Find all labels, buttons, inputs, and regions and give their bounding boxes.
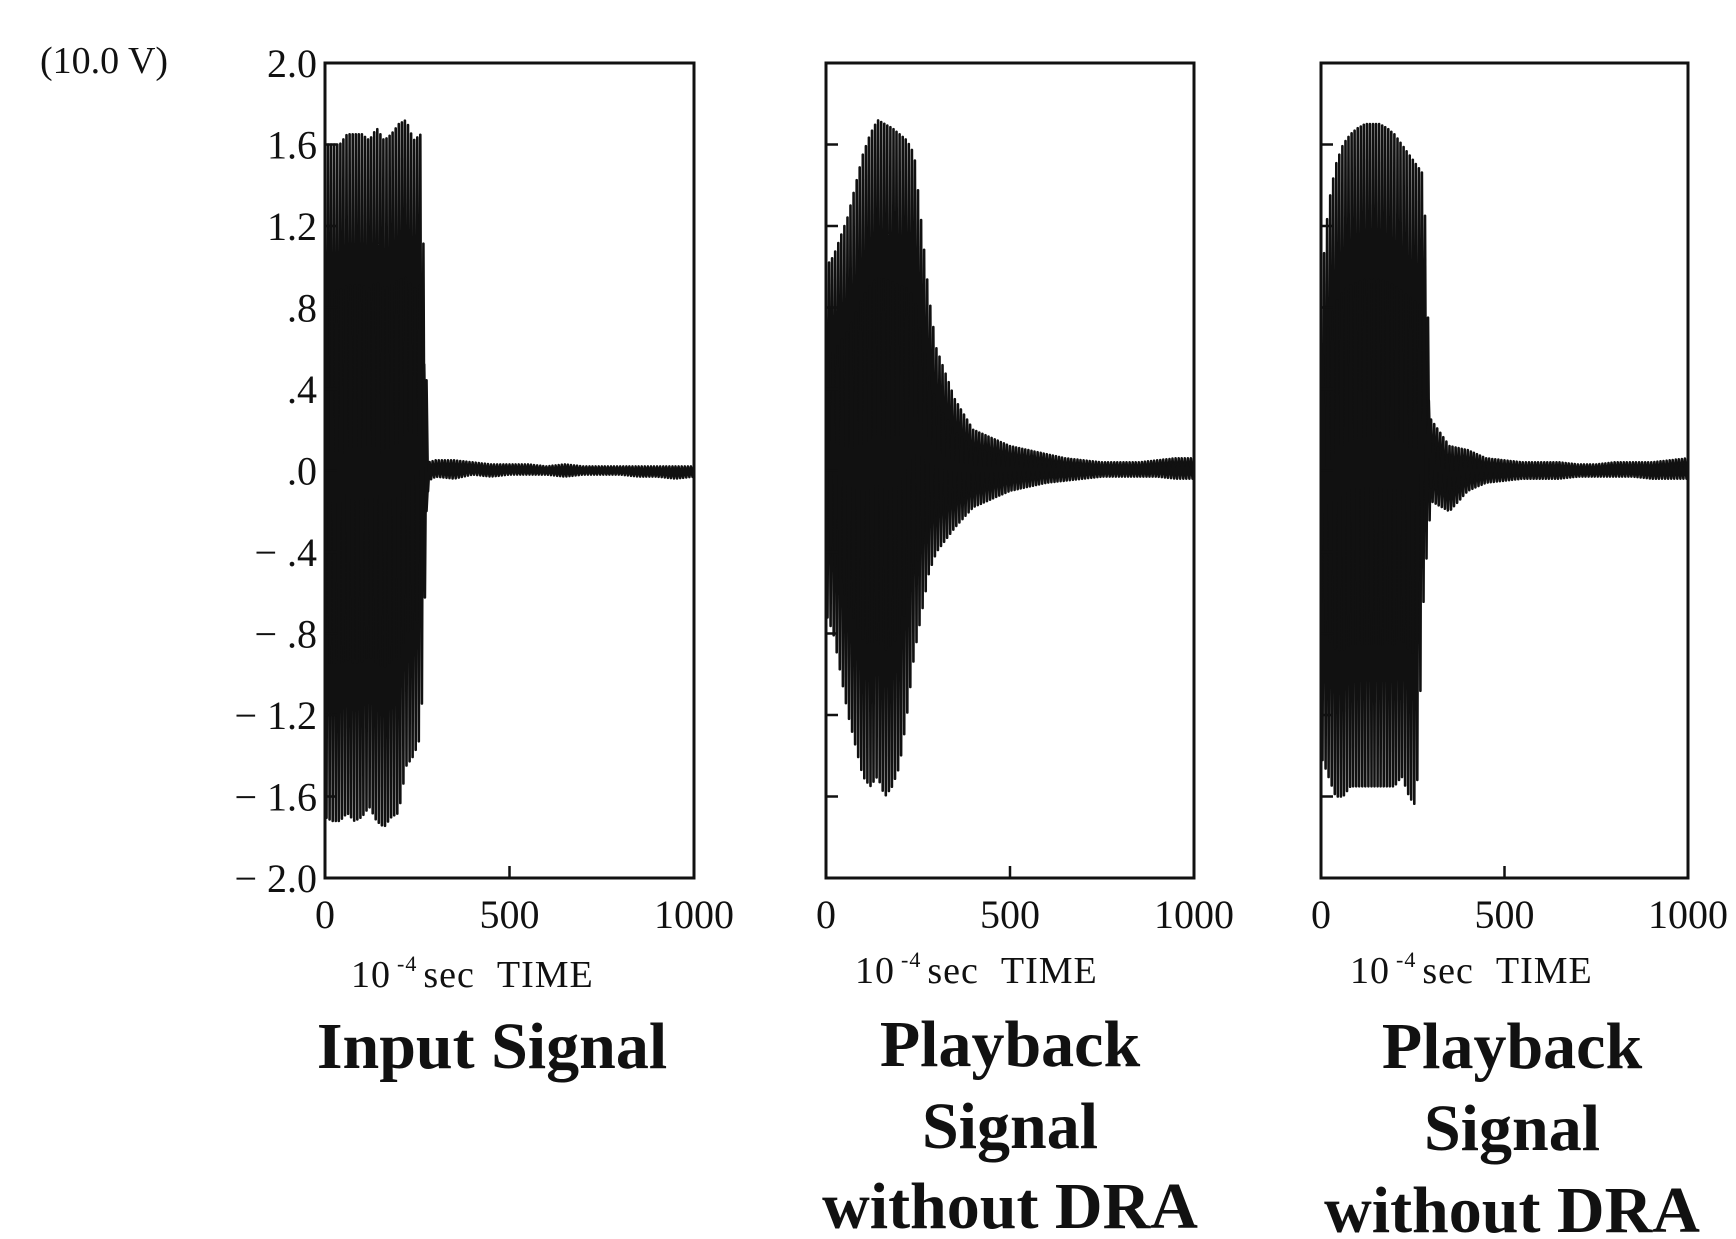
x-unit-sec: sec xyxy=(423,954,475,996)
signal-trace xyxy=(824,119,1196,797)
x-tick-label: 1000 xyxy=(1154,892,1234,937)
x-unit-exponent: -4 xyxy=(397,951,417,976)
x-unit-base: 10 xyxy=(1350,950,1390,992)
x-axis-title: TIME xyxy=(1001,950,1098,992)
caption-line: Playback xyxy=(1382,1010,1643,1083)
x-tick-label: 0 xyxy=(1311,892,1331,937)
x-unit-exponent: -4 xyxy=(1396,947,1416,972)
caption-line: Signal xyxy=(922,1090,1098,1163)
x-axis-label: 10 -4 sec TIME xyxy=(855,947,1098,992)
caption-line: without DRA xyxy=(822,1170,1198,1239)
panel-playback-2: 0 500 1000 10 -4 sec TIME Playback Signal wit… xyxy=(1311,61,1728,1239)
signal-trace xyxy=(323,119,696,828)
x-unit-sec: sec xyxy=(927,950,979,992)
x-axis: 0 500 1000 xyxy=(315,866,734,937)
signal-core-trace xyxy=(323,276,696,668)
y-tick-label: − 1.6 xyxy=(234,775,317,820)
y-tick-label: .0 xyxy=(287,449,317,494)
y-tick-label: − .8 xyxy=(254,612,317,657)
signal-trace-group xyxy=(824,119,1196,797)
signal-core-trace xyxy=(1319,278,1690,654)
x-axis-title: TIME xyxy=(1496,950,1593,992)
y-tick-label: .8 xyxy=(287,286,317,331)
signal-core-trace xyxy=(824,276,1196,651)
x-unit-exponent: -4 xyxy=(901,947,921,972)
signal-trace-group xyxy=(323,119,696,828)
x-axis-label: 10 -4 sec TIME xyxy=(1350,947,1593,992)
panel-input-signal: 2.0 1.6 1.2 .8 .4 .0 − .4 − .8 − 1.2 − 1.6 − 2.0 0… xyxy=(234,41,734,1083)
y-tick-label: 1.6 xyxy=(267,123,317,168)
y-tick-label: 1.2 xyxy=(267,204,317,249)
caption-line: without DRA xyxy=(1324,1174,1700,1239)
caption-line: Input Signal xyxy=(317,1010,667,1083)
signal-trace xyxy=(1319,122,1690,805)
x-tick-label: 500 xyxy=(1475,892,1535,937)
x-unit-sec: sec xyxy=(1422,950,1474,992)
x-tick-label: 1000 xyxy=(654,892,734,937)
x-axis-label: 10 -4 sec TIME xyxy=(351,951,594,996)
x-axis: 0 500 1000 xyxy=(1311,866,1728,937)
y-tick-label: .4 xyxy=(287,367,317,412)
x-tick-label: 500 xyxy=(480,892,540,937)
voltage-scale-note: (10.0 V) xyxy=(40,40,168,82)
x-tick-label: 1000 xyxy=(1648,892,1728,937)
x-axis: 0 500 1000 xyxy=(816,866,1234,937)
y-tick-label: − 1.2 xyxy=(234,693,317,738)
y-axis xyxy=(826,61,838,880)
y-tick-label: − 2.0 xyxy=(234,856,317,901)
y-axis xyxy=(1321,61,1333,880)
x-axis-title: TIME xyxy=(497,954,594,996)
x-unit-base: 10 xyxy=(351,954,391,996)
y-tick-label: 2.0 xyxy=(267,41,317,86)
signal-trace-group xyxy=(1319,122,1690,805)
panel-playback-1: 0 500 1000 10 -4 sec TIME Playback Signal wit… xyxy=(816,61,1234,1239)
caption-line: Playback xyxy=(880,1008,1141,1081)
x-tick-label: 500 xyxy=(980,892,1040,937)
y-tick-label: − .4 xyxy=(254,530,317,575)
x-unit-base: 10 xyxy=(855,950,895,992)
x-tick-label: 0 xyxy=(816,892,836,937)
caption-line: Signal xyxy=(1424,1092,1600,1165)
x-tick-label: 0 xyxy=(315,892,335,937)
y-axis: 2.0 1.6 1.2 .8 .4 .0 − .4 − .8 − 1.2 − 1.6 − 2.0 xyxy=(234,41,337,901)
